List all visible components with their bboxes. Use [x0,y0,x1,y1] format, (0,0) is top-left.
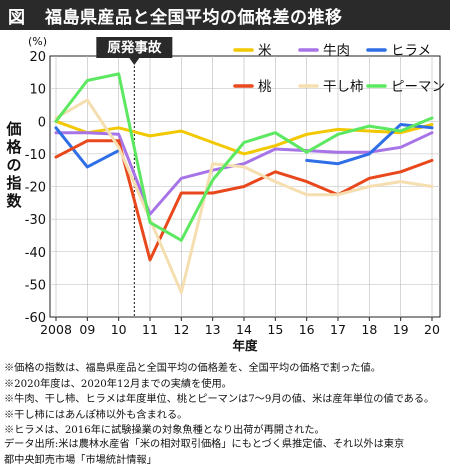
y-tick-label: -40 [25,246,46,261]
footnote: ※価格の指数は、福島県産品と全国平均の価格差を、全国平均の価格で割った値。 [4,363,381,374]
source-line: データ出所:米は農林水産省「米の相対取引価格」にもとづく県推定値、それ以外は東京 [4,439,405,450]
y-axis-label-char: 格 [6,138,22,156]
legend-label: ヒラメ [391,43,431,59]
y-axis-label-char: 数 [6,192,22,210]
x-tick-label: 2008 [40,322,72,337]
legend-label: 米 [258,43,272,59]
y-tick-label: -60 [25,311,46,326]
y-axis-label-char: 価 [5,120,21,138]
title-bar: 図 福島県産品と全国平均の価格差の推移 [0,0,450,30]
legend-label: ピーマン [391,79,445,95]
y-tick-label: -50 [25,278,46,293]
y-tick-label: 10 [29,83,46,98]
chart-title: 福島県産品と全国平均の価格差の推移 [45,7,343,28]
data-source: データ出所:米は農林水産省「米の相対取引価格」にもとづく県推定値、それ以外は東京… [4,437,448,468]
y-tick-label: -20 [25,181,46,196]
x-tick-label: 12 [173,322,189,337]
x-tick-label: 11 [142,322,158,337]
x-tick-label: 13 [205,322,221,337]
x-tick-label: 15 [267,322,283,337]
x-tick-label: 19 [393,322,409,337]
y-unit-label: (%) [28,35,47,48]
footnote: ※ヒラメは、2016年に試験操業の対象魚種となり出荷が再開された。 [4,425,325,436]
series-line [54,72,434,242]
event-label-box [96,37,173,58]
y-tick-label: -10 [25,148,46,163]
x-tick-label: 10 [111,322,127,337]
series-line [54,126,121,169]
figure-label: 図 [8,7,25,28]
footnote: ※干し柿にはあんぽ柿以外も含まれる。 [4,409,188,421]
footnote: ※2020年度は、2020年12月までの実績を使用。 [4,378,232,390]
event-label: 原発事故 [107,39,161,56]
y-axis-label-char: の [6,156,21,174]
x-tick-label: 09 [79,322,95,337]
x-tick-label: 14 [236,322,252,337]
series-line [54,119,434,156]
event-arrow [129,58,140,65]
y-tick-label: 0 [38,115,46,130]
legend-label: 桃 [258,79,272,95]
source-line: 都中央卸売市場「市場統計情報」 [4,454,157,466]
x-tick-label: 18 [361,322,377,337]
y-tick-label: 20 [29,50,46,65]
x-tick-label: 17 [330,322,346,337]
footnote: ※牛肉、干し柿、ヒラメは年度単位、桃とピーマンは7～9月の値、米は産年単位の値で… [4,394,435,405]
x-axis-label: 年度 [232,338,258,353]
y-axis-label-char: 指 [6,174,21,192]
y-tick-label: -30 [25,213,46,228]
x-tick-label: 20 [424,322,440,337]
footnotes: ※価格の指数は、福島県産品と全国平均の価格差を、全国平均の価格で割った値。 ※2… [4,361,448,439]
x-tick-label: 16 [299,322,315,337]
legend-label: 干し柿 [323,78,364,95]
legend-label: 牛肉 [323,43,350,59]
series-line [54,98,434,294]
series-line [54,139,434,262]
